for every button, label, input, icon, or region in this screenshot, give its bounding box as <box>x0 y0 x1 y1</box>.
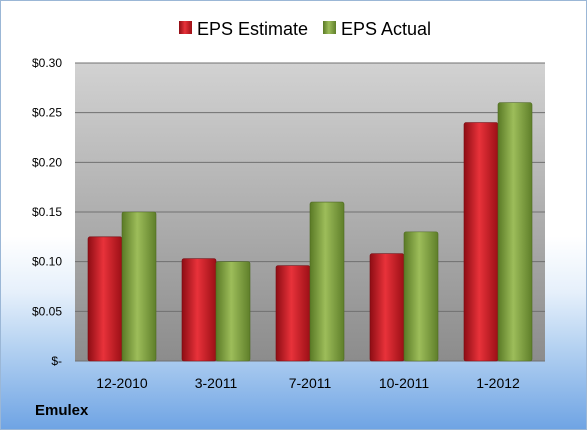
x-category-label: 3-2011 <box>195 375 238 391</box>
bar-eps-actual <box>121 211 157 362</box>
x-category-label: 1-2012 <box>476 375 520 391</box>
bar-eps-actual <box>497 102 533 362</box>
bar-eps-actual <box>215 261 251 362</box>
y-tick-label: $0.15 <box>32 205 62 219</box>
legend: EPS Estimate EPS Actual <box>179 19 431 39</box>
legend-label-actual: EPS Actual <box>341 19 431 39</box>
bar-eps-actual <box>309 201 345 362</box>
y-tick-label: $0.10 <box>32 255 62 269</box>
y-tick-label: $0.20 <box>32 155 62 169</box>
bar-eps-estimate <box>87 236 123 362</box>
x-axis-labels: 12-2010 3-2011 7-2011 10-2011 1-2012 <box>96 375 520 391</box>
x-category-label: 10-2011 <box>379 375 430 391</box>
legend-label-estimate: EPS Estimate <box>197 19 308 39</box>
y-tick-label: $- <box>51 354 62 368</box>
legend-swatch-actual <box>323 21 336 34</box>
y-tick-label: $0.05 <box>32 304 62 318</box>
y-tick-label: $0.30 <box>32 56 62 70</box>
legend-swatch-estimate <box>179 21 192 34</box>
x-category-label: 12-2010 <box>96 375 148 391</box>
bar-eps-estimate <box>369 253 405 362</box>
bar-eps-estimate <box>463 122 499 362</box>
company-name: Emulex <box>35 402 89 419</box>
bars <box>87 102 533 362</box>
x-category-label: 7-2011 <box>289 375 332 391</box>
y-axis-ticks: $- $0.05 $0.10 $0.15 $0.20 $0.25 $0.30 <box>32 56 62 368</box>
bar-eps-actual <box>403 231 439 362</box>
y-tick-label: $0.25 <box>32 106 62 120</box>
bar-eps-estimate <box>275 265 311 362</box>
bar-eps-estimate <box>181 258 217 362</box>
